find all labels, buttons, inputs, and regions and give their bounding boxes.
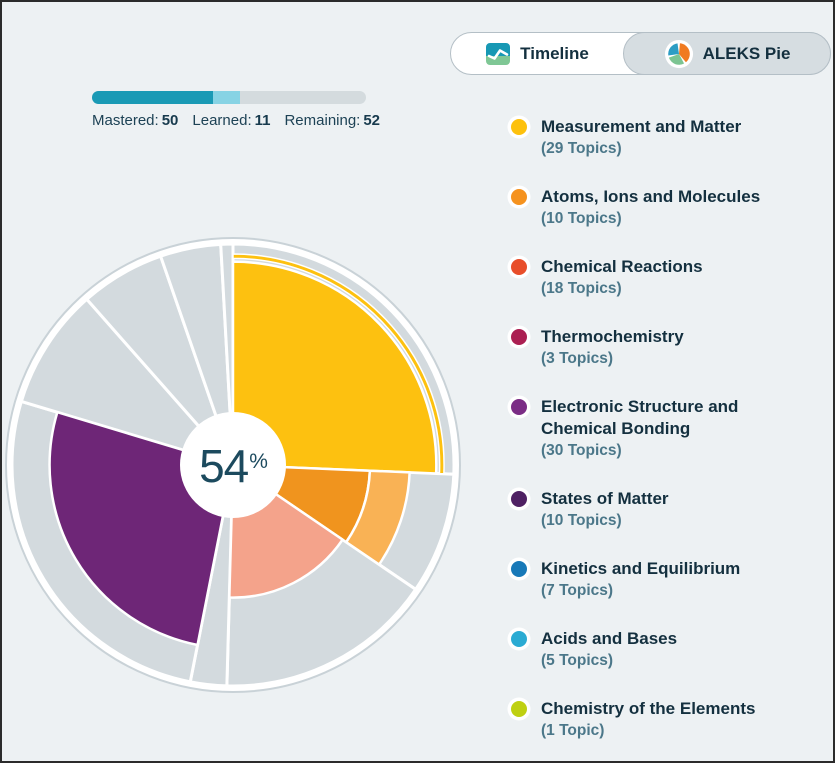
progress-learned-segment <box>213 91 240 104</box>
legend-color-dot <box>511 189 527 205</box>
legend-topic-title: Chemistry of the Elements <box>541 699 756 718</box>
progress-remaining: Remaining: 52 <box>284 112 381 129</box>
timeline-icon <box>486 42 511 65</box>
pie-slice-fill-0[interactable] <box>231 260 438 475</box>
legend-topic-count: (5 Topics) <box>541 652 614 669</box>
legend-topic-title: Atoms, Ions and Molecules <box>541 187 761 206</box>
legend-color-dot <box>511 259 527 275</box>
progress-mastered-segment <box>92 91 214 104</box>
pie-center-value: 54 <box>199 440 249 492</box>
aleks-pie-icon <box>664 39 693 68</box>
progress-learned: Learned: 11 <box>192 112 271 129</box>
legend-topic-title: Kinetics and Equilibrium <box>541 559 741 578</box>
legend-color-dot <box>511 631 527 647</box>
legend-topic-count: (1 Topic) <box>541 722 605 739</box>
legend-topic-title: Electronic Structure and Chemical Bondin… <box>541 397 739 438</box>
progress-bar <box>92 91 366 104</box>
legend-topic-title: States of Matter <box>541 489 669 508</box>
legend-topic-count: (18 Topics) <box>541 280 622 297</box>
legend-color-dot <box>511 399 527 415</box>
legend-item[interactable]: Measurement and Matter (29 Topics) <box>508 116 808 159</box>
pie-slice-8[interactable] <box>219 242 235 467</box>
pie-slice-learned-arc-0 <box>232 253 445 475</box>
tab-timeline[interactable]: Timeline <box>451 33 623 74</box>
legend-color-dot <box>511 701 527 717</box>
progress-summary: Mastered: 50 Learned: 11 Remaining: 52 <box>92 112 380 129</box>
tab-aleks-pie-label: ALEKS Pie <box>702 43 791 63</box>
legend-topic-count: (29 Topics) <box>541 140 622 157</box>
legend-color-dot <box>511 491 527 507</box>
legend-item[interactable]: Atoms, Ions and Molecules (10 Topics) <box>508 186 808 229</box>
legend-color-dot <box>511 561 527 577</box>
aleks-pie-chart <box>5 237 461 693</box>
legend-item[interactable]: Chemistry of the Elements (1 Topic) <box>508 698 808 741</box>
topic-legend: Measurement and Matter (29 Topics) Atoms, … <box>508 116 808 761</box>
legend-color-dot <box>511 329 527 345</box>
legend-topic-count: (7 Topics) <box>541 582 614 599</box>
legend-topic-count: (10 Topics) <box>541 210 622 227</box>
pie-slice-5[interactable] <box>19 297 235 467</box>
pie-slice-learned-band-1[interactable] <box>345 469 411 566</box>
legend-topic-title: Measurement and Matter <box>541 117 742 136</box>
tab-aleks-pie[interactable]: ALEKS Pie <box>623 32 831 75</box>
pie-center-suffix: % <box>249 450 268 473</box>
legend-topic-title: Chemical Reactions <box>541 257 703 276</box>
legend-item[interactable]: Chemical Reactions (18 Topics) <box>508 256 808 299</box>
legend-item[interactable]: States of Matter (10 Topics) <box>508 488 808 531</box>
legend-topic-title: Acids and Bases <box>541 629 678 648</box>
legend-item[interactable]: Acids and Bases (5 Topics) <box>508 628 808 671</box>
legend-topic-count: (3 Topics) <box>541 350 614 367</box>
pie-center-percent: 54% <box>153 438 313 494</box>
legend-topic-count: (10 Topics) <box>541 512 622 529</box>
legend-color-dot <box>511 119 527 135</box>
pie-center-circle <box>180 412 286 518</box>
legend-topic-count: (30 Topics) <box>541 442 622 459</box>
legend-item[interactable]: Kinetics and Equilibrium (7 Topics) <box>508 558 808 601</box>
progress-mastered: Mastered: 50 <box>92 112 179 129</box>
legend-item[interactable]: Thermochemistry (3 Topics) <box>508 326 808 369</box>
view-toggle: Timeline ALEKS Pie <box>450 32 831 75</box>
tab-timeline-label: Timeline <box>520 43 589 63</box>
legend-item[interactable]: Electronic Structure and Chemical Bondin… <box>508 396 808 461</box>
legend-topic-title: Thermochemistry <box>541 327 684 346</box>
